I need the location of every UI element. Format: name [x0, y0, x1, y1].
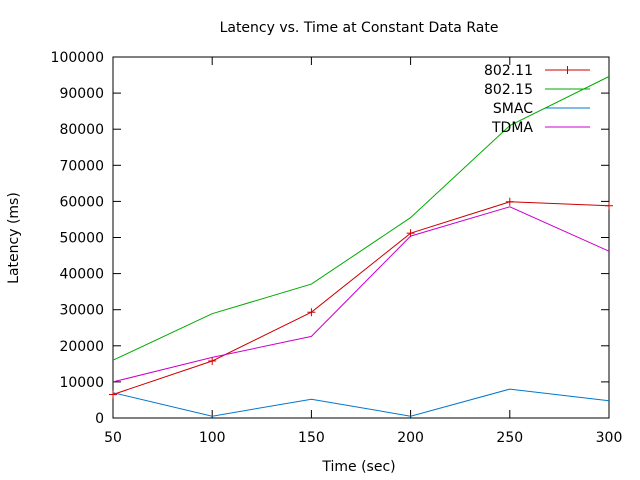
y-tick-label: 80000	[59, 122, 104, 138]
series-line-802-11	[112, 201, 610, 395]
chart-title: Latency vs. Time at Constant Data Rate	[220, 20, 499, 36]
data-point-802-11	[307, 308, 316, 317]
legend: 802.11 802.15 SMAC TDMA	[484, 63, 590, 136]
x-axis-title: Time (sec)	[321, 459, 395, 475]
data-point-802-11	[109, 390, 117, 399]
y-tick-label: 60000	[59, 194, 104, 210]
x-tick-label: 100	[199, 430, 226, 446]
y-tick-label: 30000	[59, 303, 104, 319]
legend-label-tdma: TDMA	[491, 120, 533, 136]
y-tick-label: 10000	[59, 375, 104, 391]
data-point-802-11	[605, 201, 613, 210]
series-line-802-15	[112, 76, 610, 361]
legend-label-802-15: 802.15	[484, 82, 533, 98]
series-line-tdma	[112, 206, 610, 383]
y-tick-label: 70000	[59, 158, 104, 174]
series-line-smac	[112, 388, 610, 417]
x-tick-label: 200	[397, 430, 424, 446]
axis-ticks: 0 10000 20000 30000 40000 50000 60000 70000 8000…	[51, 50, 623, 446]
x-tick-label: 50	[104, 430, 122, 446]
data-point-802-11	[208, 356, 217, 365]
y-tick-label: 0	[95, 411, 104, 427]
data-point-802-11	[505, 197, 514, 206]
y-tick-label: 40000	[59, 267, 104, 283]
y-tick-label: 90000	[59, 86, 104, 102]
legend-label-smac: SMAC	[493, 101, 533, 117]
x-tick-label: 300	[596, 430, 623, 446]
y-axis-title: Latency (ms)	[6, 192, 22, 284]
series-layer	[109, 76, 613, 417]
y-tick-label: 50000	[59, 231, 104, 247]
y-tick-label: 20000	[59, 339, 104, 355]
x-tick-label: 250	[496, 430, 523, 446]
legend-label-802-11: 802.11	[484, 63, 533, 79]
y-tick-label: 100000	[51, 50, 104, 66]
x-tick-label: 150	[298, 430, 325, 446]
